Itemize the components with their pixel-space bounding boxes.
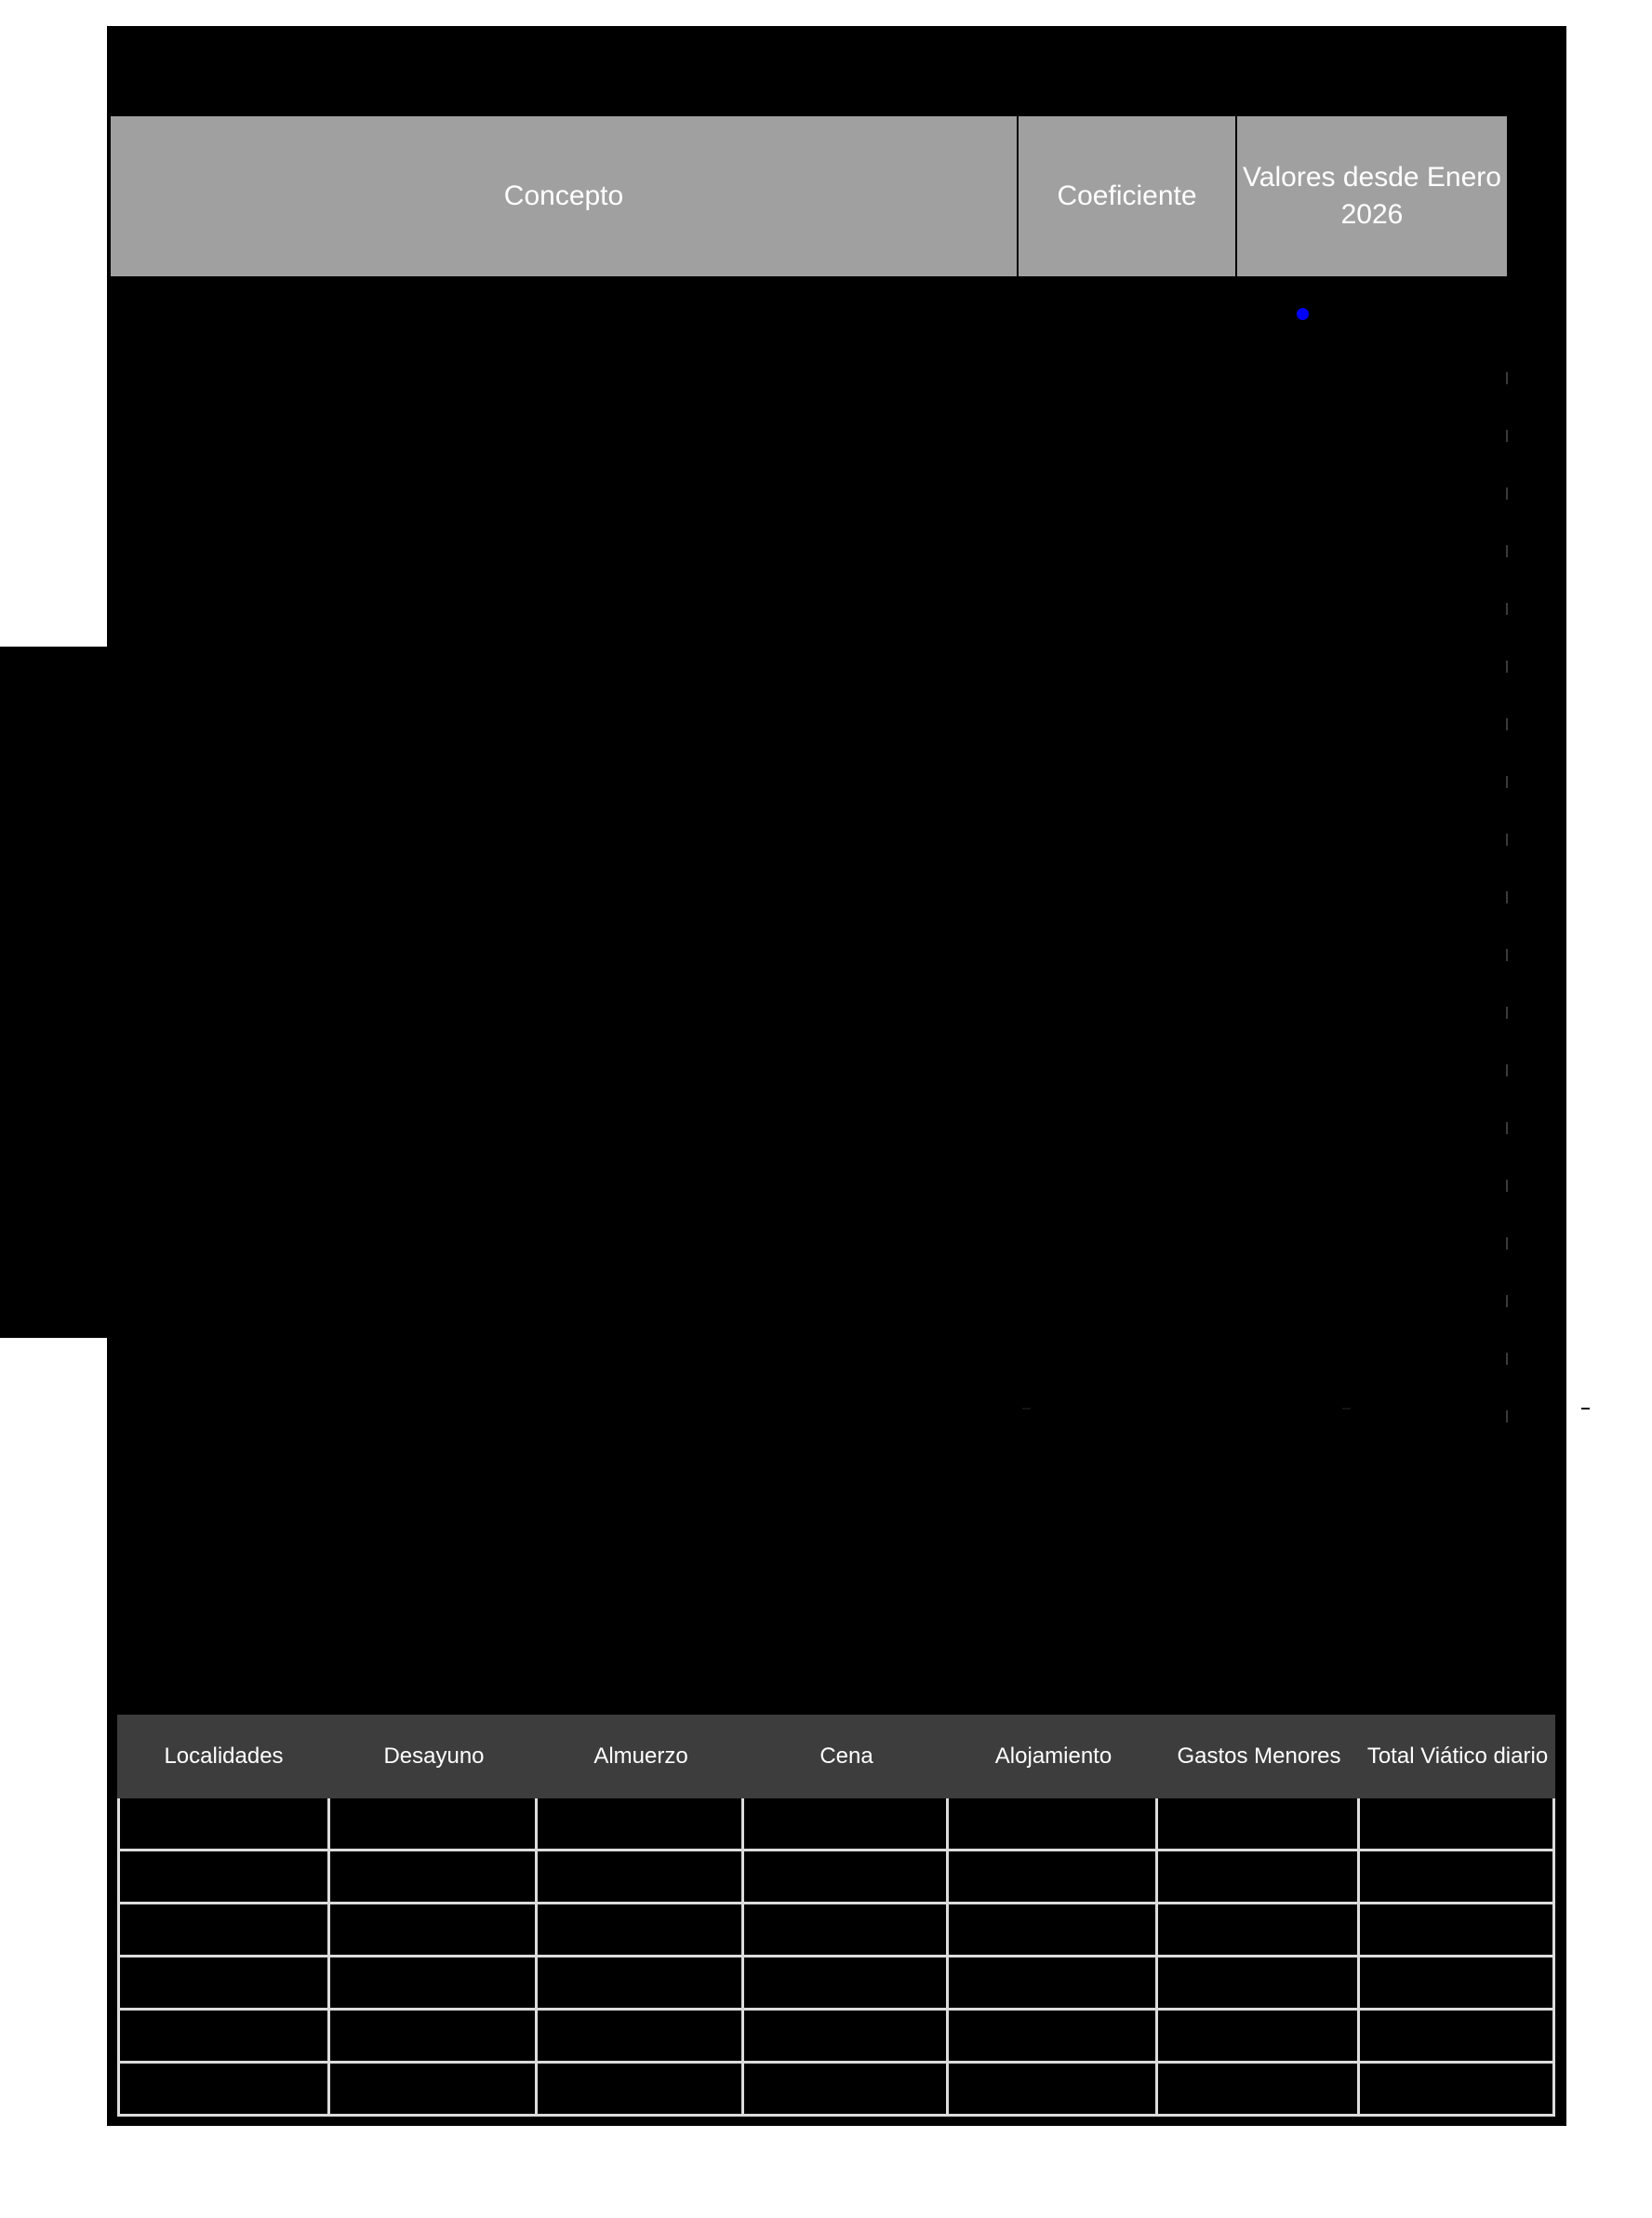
table-cell-almuerzo[interactable]: [538, 2011, 744, 2061]
table-cell-cena[interactable]: [744, 1904, 949, 1955]
row-separator-tick: [1506, 1237, 1508, 1249]
table-cell-cena[interactable]: [744, 1851, 949, 1902]
table-row[interactable]: [117, 1957, 1555, 2011]
row-separator-tick: [1506, 430, 1508, 442]
table-cell-cena[interactable]: [744, 2064, 949, 2114]
row-separator-tick: [1506, 776, 1508, 788]
table-cell-total[interactable]: [1360, 2064, 1555, 2114]
concepto-table: Concepto Coeficiente Valores desde Enero…: [111, 116, 1590, 1476]
column-header-localidades[interactable]: Localidades: [164, 1743, 284, 1769]
table-cell-total[interactable]: [1360, 1957, 1555, 2008]
table-cell-localidades[interactable]: [117, 1798, 330, 1849]
table-cell-localidades[interactable]: [117, 2011, 330, 2061]
column-header-desayuno[interactable]: Desayuno: [383, 1743, 485, 1769]
table-cell-almuerzo[interactable]: [538, 1798, 744, 1849]
row-separator-tick: [1506, 834, 1508, 846]
row-separator-tick: [1506, 488, 1508, 500]
row-separator-tick: [1506, 1122, 1508, 1134]
table-cell-cena[interactable]: [744, 1957, 949, 2008]
table-cell-gastos[interactable]: [1158, 2011, 1360, 2061]
table-cell-localidades[interactable]: [117, 1851, 330, 1902]
table-cell-total[interactable]: [1360, 1851, 1555, 1902]
column-header-coeficiente[interactable]: Coeficiente: [1019, 116, 1237, 276]
column-header-concepto[interactable]: Concepto: [111, 116, 1019, 276]
row-separator-tick: [1506, 603, 1508, 615]
table-cell-cena[interactable]: [744, 1798, 949, 1849]
table-row[interactable]: [117, 2011, 1555, 2064]
table-cell-total[interactable]: [1360, 1798, 1555, 1849]
row-separator-tick: [1506, 1295, 1508, 1307]
table-row[interactable]: [117, 1798, 1555, 1851]
table-cell-almuerzo[interactable]: [538, 1904, 744, 1955]
table-row[interactable]: [117, 1851, 1555, 1904]
concepto-table-header-row: Concepto Coeficiente Valores desde Enero…: [111, 116, 1507, 276]
table-cell-desayuno[interactable]: [330, 2064, 538, 2114]
viaticos-table: Localidades Desayuno Almuerzo Cena Aloja…: [117, 1715, 1555, 2117]
viaticos-table-body: [117, 1798, 1555, 2117]
table-cell-desayuno[interactable]: [330, 1957, 538, 2008]
viaticos-table-header-row: Localidades Desayuno Almuerzo Cena Aloja…: [117, 1715, 1555, 1798]
content-panel-left-extension: [0, 647, 110, 1338]
table-cell-desayuno[interactable]: [330, 1904, 538, 1955]
row-separator-tick: [1506, 1180, 1508, 1192]
table-row[interactable]: [117, 2064, 1555, 2117]
table-cell-cena[interactable]: [744, 2011, 949, 2061]
faint-row-mark: [1342, 1408, 1351, 1410]
table-cell-localidades[interactable]: [117, 2064, 330, 2114]
table-cell-alojamiento[interactable]: [949, 1851, 1158, 1902]
table-cell-total[interactable]: [1360, 2011, 1555, 2061]
column-header-almuerzo[interactable]: Almuerzo: [593, 1743, 688, 1769]
row-separator-tick: [1506, 1410, 1508, 1423]
row-separator-tick: [1506, 949, 1508, 961]
table-cell-gastos[interactable]: [1158, 2064, 1360, 2114]
column-header-gastos-menores[interactable]: Gastos Menores: [1177, 1743, 1341, 1769]
table-cell-total[interactable]: [1360, 1904, 1555, 1955]
concepto-table-body: [111, 276, 1590, 1476]
faint-row-mark: [1022, 1408, 1031, 1410]
table-cell-gastos[interactable]: [1158, 1851, 1360, 1902]
table-cell-alojamiento[interactable]: [949, 2064, 1158, 2114]
column-header-total-viatico-diario[interactable]: Total Viático diario: [1366, 1743, 1549, 1769]
blue-dot-marker[interactable]: [1297, 308, 1309, 320]
table-cell-almuerzo[interactable]: [538, 2064, 744, 2114]
column-header-valores-desde-enero-2026[interactable]: Valores desde Enero 2026: [1237, 116, 1507, 276]
table-cell-desayuno[interactable]: [330, 1798, 538, 1849]
row-separator-tick: [1506, 545, 1508, 557]
column-header-cena[interactable]: Cena: [819, 1743, 873, 1769]
row-separator-tick: [1506, 661, 1508, 673]
table-cell-alojamiento[interactable]: [949, 1957, 1158, 2008]
column-header-alojamiento[interactable]: Alojamiento: [994, 1743, 1112, 1769]
table-cell-alojamiento[interactable]: [949, 1798, 1158, 1849]
table-row[interactable]: [117, 1904, 1555, 1957]
row-separator-tick: [1506, 1064, 1508, 1076]
table-cell-alojamiento[interactable]: [949, 2011, 1158, 2061]
row-separator-tick: [1506, 1007, 1508, 1019]
row-separator-tick: [1506, 372, 1508, 384]
table-cell-desayuno[interactable]: [330, 2011, 538, 2061]
table-cell-desayuno[interactable]: [330, 1851, 538, 1902]
row-separator-tick: [1506, 891, 1508, 903]
row-separator-tick: [1506, 1353, 1508, 1365]
faint-row-mark: [1581, 1408, 1590, 1410]
table-cell-localidades[interactable]: [117, 1957, 330, 2008]
row-separator-tick: [1506, 718, 1508, 730]
table-cell-gastos[interactable]: [1158, 1798, 1360, 1849]
table-cell-almuerzo[interactable]: [538, 1851, 744, 1902]
table-cell-gastos[interactable]: [1158, 1904, 1360, 1955]
table-cell-almuerzo[interactable]: [538, 1957, 744, 2008]
table-cell-gastos[interactable]: [1158, 1957, 1360, 2008]
table-cell-localidades[interactable]: [117, 1904, 330, 1955]
table-cell-alojamiento[interactable]: [949, 1904, 1158, 1955]
